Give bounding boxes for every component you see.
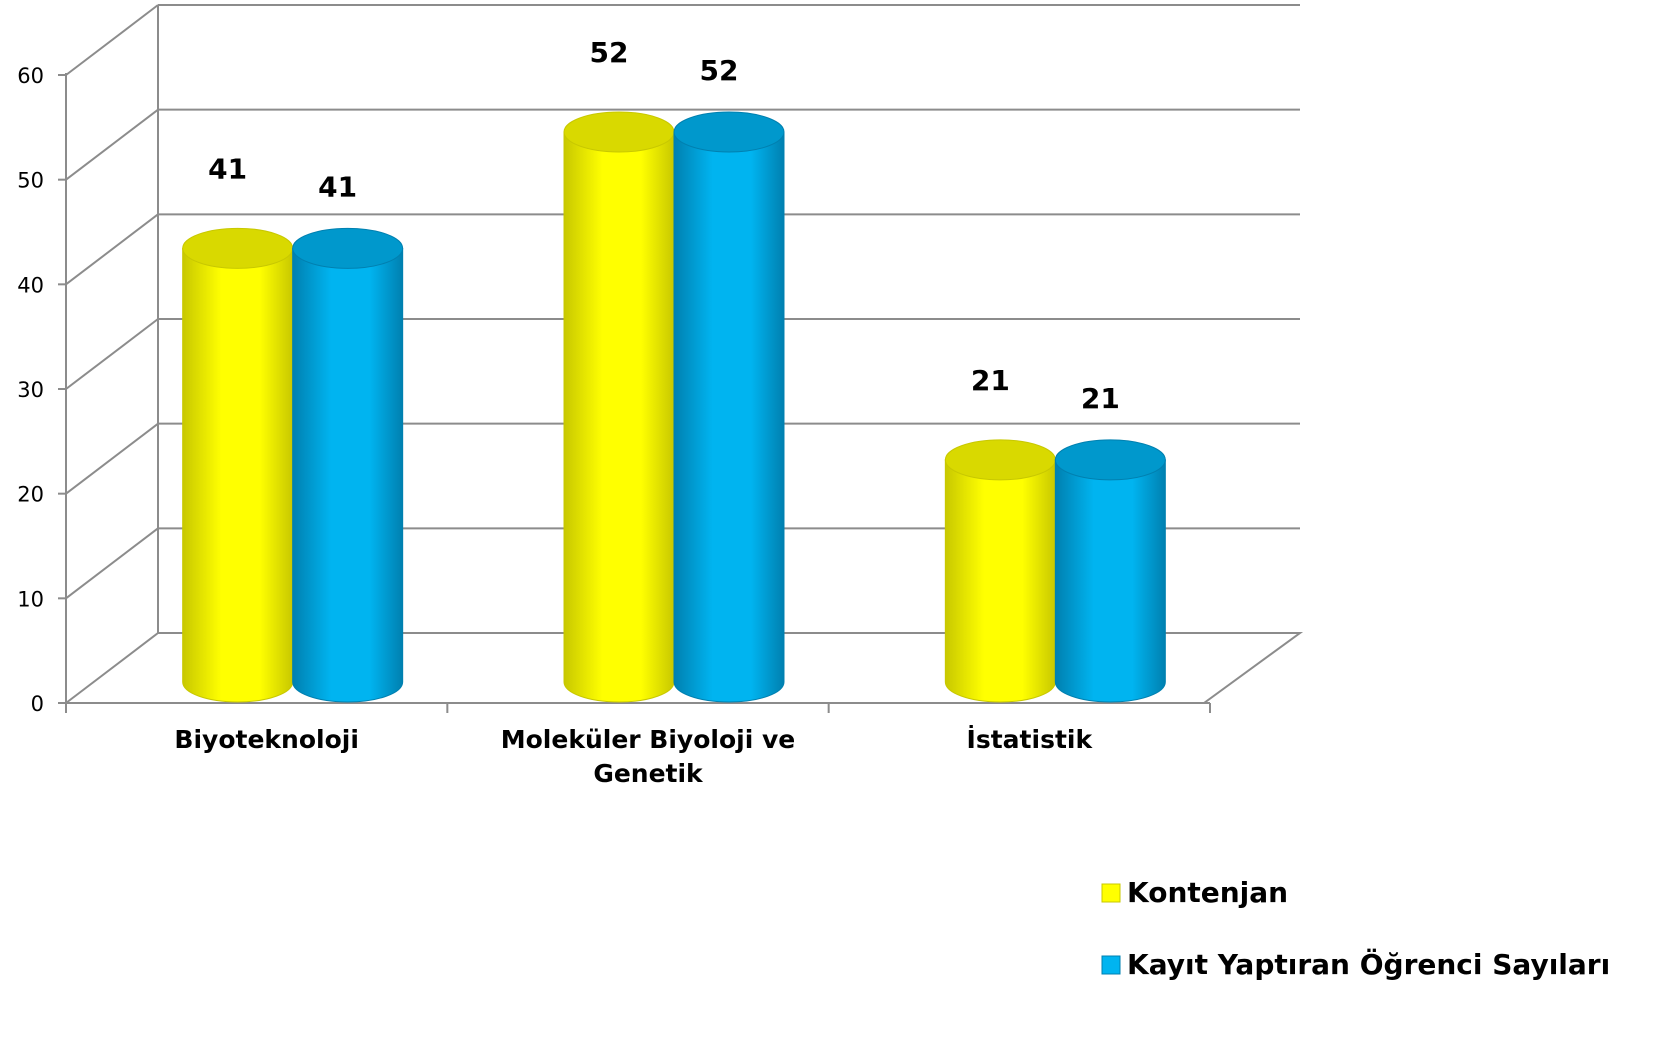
legend: Kontenjan Kayıt Yaptıran Öğrenci Sayıları xyxy=(1101,876,1610,981)
category-labels: Biyoteknoloji Moleküler Biyoloji ve Geneti… xyxy=(174,724,1093,788)
y-tick-label-10: 10 xyxy=(17,587,44,611)
data-label-0-1: 52 xyxy=(590,36,629,69)
bar-0-0 xyxy=(182,227,294,703)
bar-1-1 xyxy=(673,111,785,703)
bar-1-2 xyxy=(1054,439,1166,703)
bars xyxy=(182,111,1166,703)
category-label-2: İstatistik xyxy=(967,724,1094,754)
y-tick-label-30: 30 xyxy=(17,378,44,402)
data-label-0-0: 41 xyxy=(208,152,247,185)
bar-0-2 xyxy=(944,439,1056,703)
gridline-wall-50 xyxy=(65,108,159,181)
y-tick-label-40: 40 xyxy=(17,273,44,297)
gridline-wall-0 xyxy=(65,632,159,704)
gridline-wall-10 xyxy=(65,527,159,600)
y-tick-labels: 0 10 20 30 40 50 60 xyxy=(17,64,44,716)
legend-swatch-1 xyxy=(1101,955,1121,975)
legend-label-0: Kontenjan xyxy=(1127,876,1288,909)
legend-item-1: Kayıt Yaptıran Öğrenci Sayıları xyxy=(1101,947,1610,981)
axes xyxy=(58,73,1211,713)
y-tick-label-50: 50 xyxy=(17,169,44,193)
y-tick-label-0: 0 xyxy=(31,692,44,716)
data-label-1-1: 52 xyxy=(700,54,739,87)
data-label-1-0: 41 xyxy=(318,170,357,203)
gridline-wall-30 xyxy=(65,318,159,390)
data-labels: 41 41 52 52 21 21 xyxy=(208,36,1120,415)
gridline-wall-20 xyxy=(65,422,159,495)
y-tick-label-60: 60 xyxy=(17,64,44,88)
gridline-wall-40 xyxy=(65,213,159,286)
gridline-wall-60 xyxy=(65,4,159,76)
legend-item-0: Kontenjan xyxy=(1101,876,1288,909)
y-tick-label-20: 20 xyxy=(17,483,44,507)
category-label-1: Moleküler Biyoloji ve Genetik xyxy=(501,725,796,788)
bar-0-1 xyxy=(563,111,675,703)
data-label-0-2: 21 xyxy=(971,364,1010,397)
category-label-0: Biyoteknoloji xyxy=(174,725,359,754)
legend-swatch-0 xyxy=(1101,883,1121,903)
data-label-1-2: 21 xyxy=(1081,382,1120,415)
bar-1-0 xyxy=(292,227,404,703)
legend-label-1: Kayıt Yaptıran Öğrenci Sayıları xyxy=(1127,947,1610,981)
